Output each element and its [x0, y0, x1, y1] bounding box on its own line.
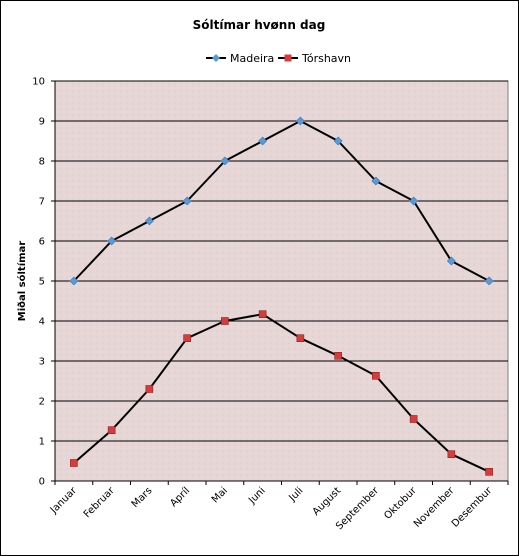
y-tick-label: 2: [39, 397, 45, 408]
legend-marker-torshavn: [284, 54, 292, 62]
data-point-madeira: [258, 136, 268, 146]
y-tick-label: 6: [39, 237, 45, 248]
y-tick-label: 7: [39, 197, 45, 208]
x-tick-label: Oktobur: [382, 485, 419, 522]
data-point-torshavn: [334, 351, 342, 360]
y-axis-label: Miðal sóltímar: [16, 241, 28, 322]
y-tick-label: 8: [39, 157, 45, 168]
x-tick-label: Februar: [82, 485, 118, 521]
data-point-torshavn: [409, 415, 418, 423]
data-point-torshavn: [221, 317, 229, 325]
x-tick-label: Juni: [246, 485, 268, 507]
data-point-madeira: [107, 236, 117, 246]
data-point-torshavn: [183, 334, 191, 343]
data-point-madeira: [182, 196, 192, 206]
x-tick-label: Juli: [287, 485, 306, 504]
x-tick-label: Mai: [210, 485, 230, 505]
legend: Madeira Tórshavn: [206, 52, 351, 65]
data-point-madeira: [220, 156, 230, 166]
data-point-madeira: [333, 136, 343, 146]
data-point-madeira: [409, 196, 419, 206]
y-tick-label: 0: [39, 477, 45, 488]
data-point-torshavn: [296, 334, 305, 343]
data-point-torshavn: [258, 310, 267, 319]
x-tick-label: August: [311, 485, 344, 518]
x-tick-label: Januar: [48, 485, 80, 517]
series-lines: [73, 120, 490, 473]
data-point-madeira: [144, 216, 154, 226]
chart-title: Sóltímar hvønn dag: [193, 18, 326, 32]
data-point-torshavn: [70, 459, 78, 467]
x-axis: Januar Februar Mars Apríl Mai Juni Juli AugustS…: [48, 480, 509, 532]
data-point-madeira: [69, 276, 79, 286]
series-line-torshavn: [73, 313, 490, 473]
data-point-torshavn: [107, 426, 116, 435]
x-tick-label: Apríl: [168, 485, 193, 510]
y-tick-label: 1: [39, 437, 45, 448]
series-markers: [69, 116, 494, 476]
y-tick-label: 4: [39, 317, 45, 328]
y-tick-label: 5: [39, 277, 45, 288]
data-point-torshavn: [145, 385, 154, 393]
legend-label-madeira: Madeira: [230, 52, 274, 65]
legend-label-torshavn: Tórshavn: [301, 52, 351, 65]
series-line-madeira: [73, 120, 490, 282]
data-point-torshavn: [447, 450, 456, 459]
data-point-madeira: [484, 276, 494, 286]
data-point-madeira: [295, 116, 305, 126]
y-axis: 0 1 2 3 4 5 6 7 8 9 10: [32, 77, 56, 488]
gridlines: [55, 80, 508, 442]
x-tick-label: Desembur: [450, 485, 495, 530]
data-point-madeira: [446, 256, 456, 266]
data-point-torshavn: [372, 371, 380, 380]
data-point-torshavn: [485, 467, 493, 476]
data-point-madeira: [371, 176, 381, 186]
y-tick-label: 9: [39, 117, 45, 128]
x-tick-label: Mars: [130, 485, 155, 510]
y-tick-label: 3: [39, 357, 45, 368]
y-tick-label: 10: [32, 77, 45, 88]
legend-marker-madeira: [212, 54, 220, 62]
